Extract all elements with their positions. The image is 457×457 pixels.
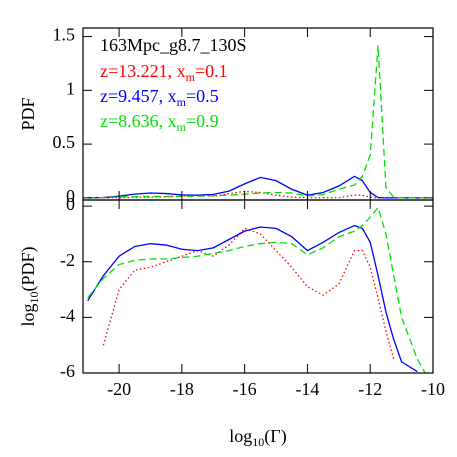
legend-entry: z=9.457, xm=0.5: [100, 86, 219, 109]
y-axis-label-part: log: [18, 304, 38, 327]
x-tick-label: -12: [358, 379, 382, 399]
series-line: [87, 206, 426, 373]
legend-entry-part: z=8.636, x: [100, 111, 177, 131]
annotation: 163Mpc_g8.7_130S: [100, 35, 247, 55]
series-line: [102, 227, 395, 360]
y-axis-label-part: 10: [27, 292, 41, 304]
legend-entry-part: z=9.457, x: [100, 86, 177, 106]
y-tick-label: -6: [60, 361, 75, 381]
legend-entry-part: m: [177, 95, 187, 109]
x-axis-label-part: 10: [252, 435, 264, 449]
y-tick-label: 1.5: [53, 25, 76, 45]
legend-entry-part: =0.5: [186, 86, 219, 106]
y-tick-label: 0: [66, 194, 75, 214]
y-tick-label: 1: [66, 78, 75, 98]
y-tick-label: -4: [60, 305, 75, 325]
series-line: [87, 175, 426, 199]
x-axis-label-part: log: [229, 426, 252, 446]
x-axis-label-part: (Γ): [264, 426, 286, 447]
y-axis-label: PDF: [18, 97, 38, 130]
y-axis-label-part: (PDF): [18, 246, 39, 291]
legend-entry-part: z=13.221, x: [100, 61, 186, 81]
y-tick-label: -2: [60, 250, 75, 270]
legend-entry-part: =0.1: [195, 61, 228, 81]
x-axis-label: log10(Γ): [229, 426, 286, 449]
series-line: [87, 45, 426, 199]
y-axis-label: log10(PDF): [18, 246, 41, 326]
y-tick-label: 0.5: [53, 132, 76, 152]
series-line: [87, 224, 418, 373]
series-line: [87, 190, 426, 199]
legend-entry: z=13.221, xm=0.1: [100, 61, 228, 84]
legend-entry-part: =0.9: [186, 111, 219, 131]
plot-frame: [82, 199, 434, 374]
legend-entry-part: m: [177, 120, 187, 134]
y-tick-label: 0: [66, 186, 75, 206]
x-tick-label: -10: [421, 379, 445, 399]
x-tick-label: -20: [107, 379, 131, 399]
x-tick-label: -14: [295, 379, 319, 399]
x-tick-label: -16: [233, 379, 257, 399]
legend-entry-part: m: [186, 70, 196, 84]
x-tick-label: -18: [170, 379, 194, 399]
legend-entry: z=8.636, xm=0.9: [100, 111, 219, 134]
